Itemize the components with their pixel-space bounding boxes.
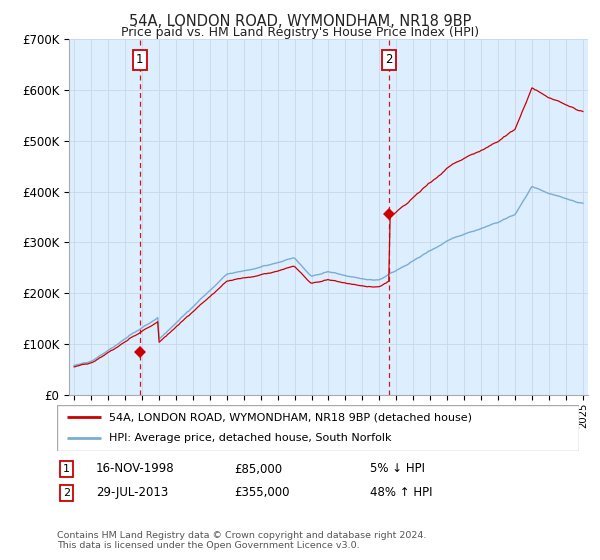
Text: Contains HM Land Registry data © Crown copyright and database right 2024.
This d: Contains HM Land Registry data © Crown c… — [57, 531, 427, 550]
Text: 5% ↓ HPI: 5% ↓ HPI — [370, 463, 425, 475]
Text: 2: 2 — [63, 488, 70, 498]
Text: 1: 1 — [136, 53, 143, 67]
Text: 29-JUL-2013: 29-JUL-2013 — [96, 486, 169, 500]
Text: HPI: Average price, detached house, South Norfolk: HPI: Average price, detached house, Sout… — [109, 433, 392, 444]
Text: Price paid vs. HM Land Registry's House Price Index (HPI): Price paid vs. HM Land Registry's House … — [121, 26, 479, 39]
Text: 54A, LONDON ROAD, WYMONDHAM, NR18 9BP: 54A, LONDON ROAD, WYMONDHAM, NR18 9BP — [129, 14, 471, 29]
Text: 2: 2 — [385, 53, 393, 67]
Text: 54A, LONDON ROAD, WYMONDHAM, NR18 9BP (detached house): 54A, LONDON ROAD, WYMONDHAM, NR18 9BP (d… — [109, 412, 472, 422]
Text: 16-NOV-1998: 16-NOV-1998 — [96, 463, 175, 475]
Text: £85,000: £85,000 — [235, 463, 283, 475]
Text: 48% ↑ HPI: 48% ↑ HPI — [370, 486, 433, 500]
Text: 1: 1 — [63, 464, 70, 474]
Text: £355,000: £355,000 — [235, 486, 290, 500]
FancyBboxPatch shape — [57, 405, 579, 451]
